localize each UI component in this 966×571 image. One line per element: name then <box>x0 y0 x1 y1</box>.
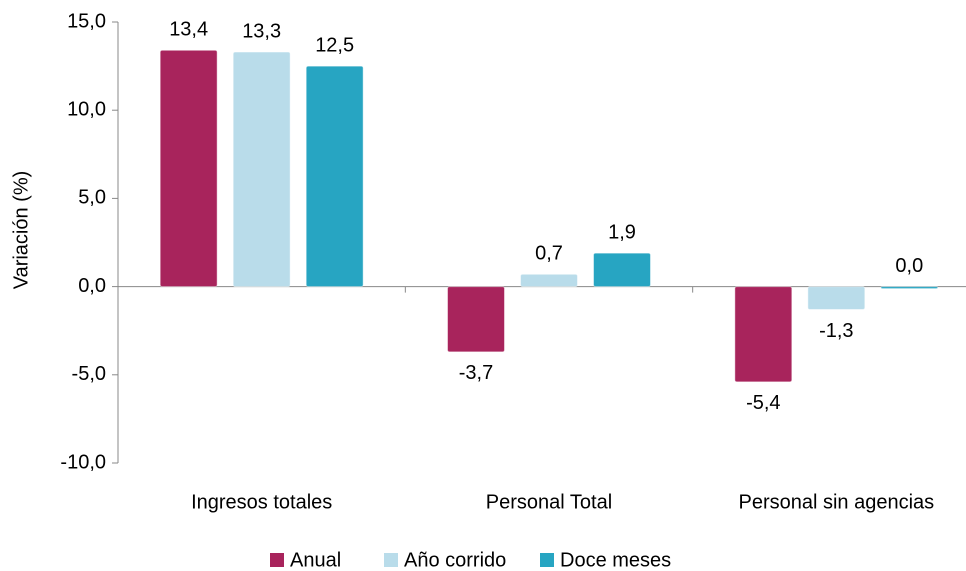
value-label: -5,4 <box>746 392 780 414</box>
x-tick-label: Ingresos totales <box>191 491 332 513</box>
value-label: -3,7 <box>459 362 493 384</box>
bar <box>807 286 866 311</box>
y-axis-label: Variación (%) <box>10 171 32 290</box>
value-label: 13,3 <box>242 20 281 42</box>
y-tick-label: 15,0 <box>67 10 106 32</box>
bar <box>159 49 218 288</box>
y-tick-label: 5,0 <box>78 187 106 209</box>
bar <box>593 252 651 288</box>
bar <box>520 273 578 288</box>
value-label: 12,5 <box>315 34 354 56</box>
x-tick-label: Personal Total <box>486 491 612 513</box>
legend-swatch <box>540 553 554 567</box>
bar <box>305 65 364 288</box>
y-tick-label: 0,0 <box>78 275 106 297</box>
value-label: -1,3 <box>819 320 853 342</box>
legend-label: Doce meses <box>560 549 671 571</box>
bar <box>232 51 291 288</box>
legend-swatch <box>270 553 284 567</box>
legend-swatch <box>384 553 398 567</box>
bar <box>880 286 939 290</box>
x-tick-label: Personal sin agencias <box>738 491 934 513</box>
legend-label: Anual <box>290 549 341 571</box>
value-label: 13,4 <box>169 19 208 41</box>
bar <box>734 286 793 383</box>
value-label: 0,0 <box>895 255 923 277</box>
legend-label: Año corrido <box>404 549 506 571</box>
y-tick-label: -10,0 <box>60 451 106 473</box>
value-label: 0,7 <box>535 243 563 265</box>
y-tick-label: -5,0 <box>72 363 106 385</box>
bar <box>447 286 505 353</box>
y-tick-label: 10,0 <box>67 98 106 120</box>
value-label: 1,9 <box>608 221 636 243</box>
